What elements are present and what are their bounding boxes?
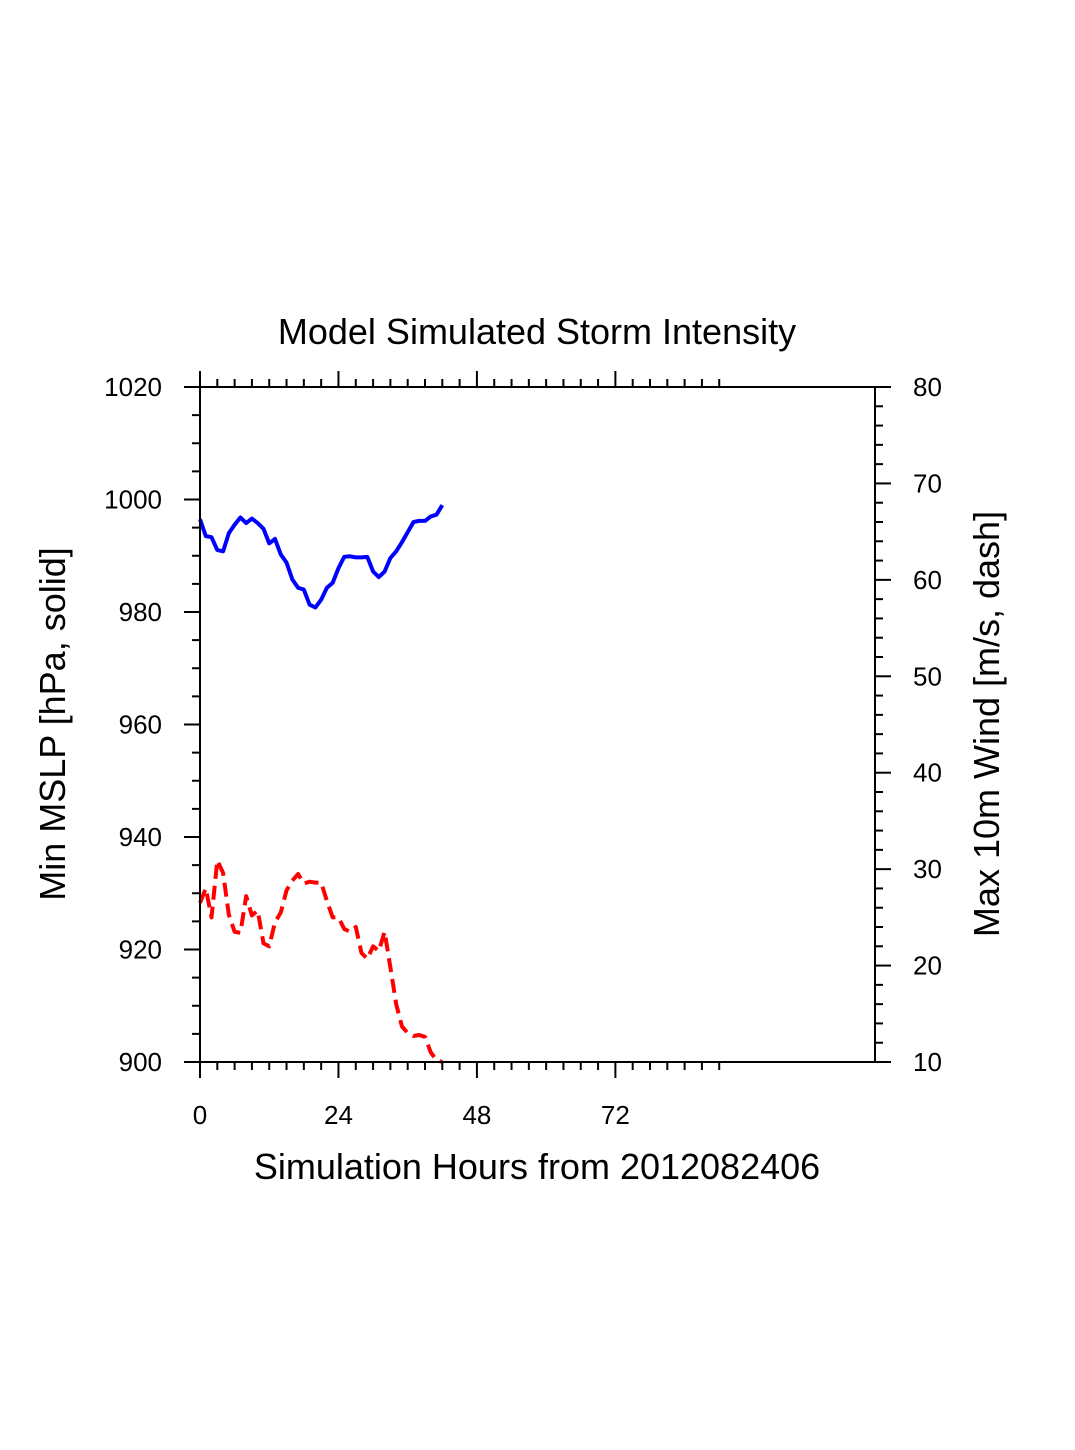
tick-labels: 0 24 48 72900920940960980100010201020304050…: [104, 372, 942, 1130]
y-right-tick-label: 20: [913, 951, 942, 981]
y-right-tick-label: 80: [913, 372, 942, 402]
y-left-tick-label: 1000: [104, 485, 162, 515]
y-right-tick-label: 60: [913, 565, 942, 595]
y-right-tick-label: 50: [913, 661, 942, 691]
y-left-tick-label: 920: [119, 935, 162, 965]
x-axis-label: Simulation Hours from 2012082406: [254, 1146, 820, 1187]
y-right-tick-label: 30: [913, 854, 942, 884]
y-left-tick-label: 960: [119, 710, 162, 740]
y-right-tick-label: 40: [913, 758, 942, 788]
min-mslp-series-line: [198, 504, 445, 610]
x-tick-label: 0: [193, 1100, 207, 1130]
plot-frame: [199, 386, 876, 1063]
x-tick-label: 48: [462, 1100, 491, 1130]
x-tick-label: 72: [601, 1100, 630, 1130]
y-axis-right-label: Max 10m Wind [m/s, dash]: [966, 511, 1007, 937]
y-axis-left-label: Min MSLP [hPa, solid]: [32, 547, 73, 901]
chart-title: Model Simulated Storm Intensity: [278, 311, 796, 352]
y-right-tick-label: 70: [913, 468, 942, 498]
series-layer: [198, 504, 445, 1064]
axis-ticks: [184, 371, 891, 1078]
y-right-tick-label: 10: [913, 1047, 942, 1077]
y-left-tick-label: 980: [119, 597, 162, 627]
x-tick-label: 24: [324, 1100, 353, 1130]
y-left-tick-label: 1020: [104, 372, 162, 402]
y-left-tick-label: 940: [119, 822, 162, 852]
y-left-tick-label: 900: [119, 1047, 162, 1077]
max-wind-series-line: [198, 858, 443, 1064]
